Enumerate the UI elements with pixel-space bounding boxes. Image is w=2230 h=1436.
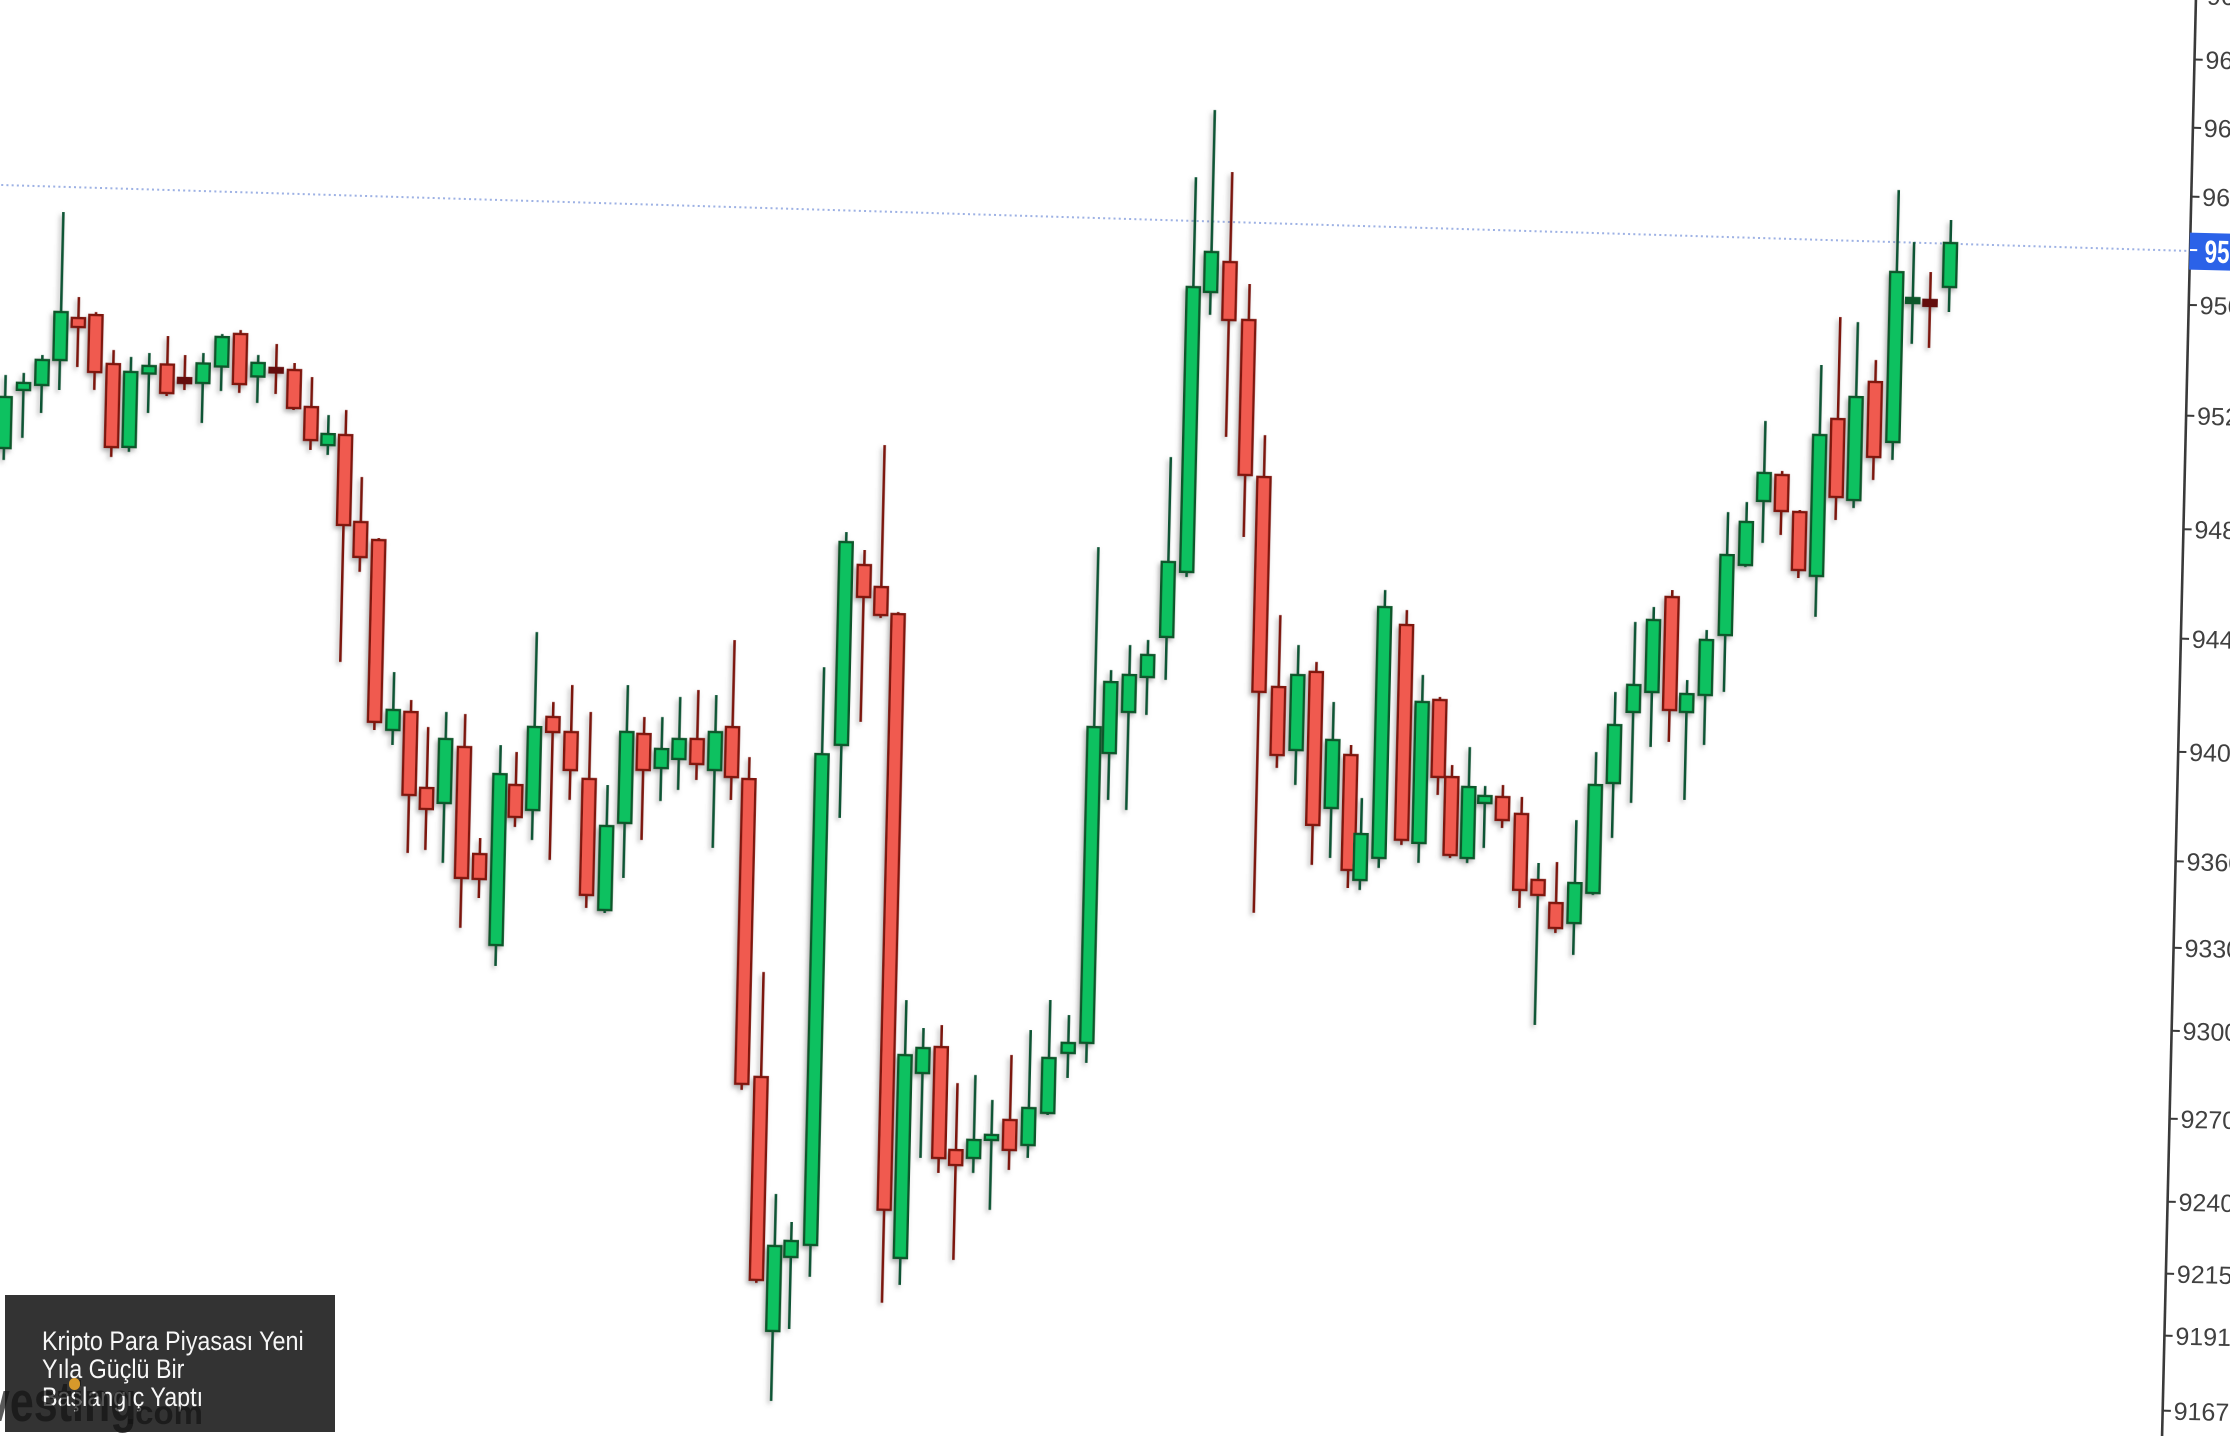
svg-text:9191: 9191 <box>2175 1323 2230 1352</box>
svg-text:9215: 9215 <box>2177 1261 2230 1290</box>
svg-text:9660: 9660 <box>2204 115 2230 144</box>
svg-text:9300: 9300 <box>2182 1018 2230 1047</box>
svg-text:9330: 9330 <box>2184 935 2230 964</box>
svg-text:9560: 9560 <box>2204 234 2230 271</box>
svg-text:9520: 9520 <box>2197 403 2230 432</box>
svg-text:9640: 9640 <box>2202 184 2230 213</box>
svg-text:9360: 9360 <box>2186 848 2230 877</box>
svg-text:9680: 9680 <box>2205 47 2230 76</box>
svg-text:9240: 9240 <box>2178 1189 2230 1218</box>
svg-text:9480: 9480 <box>2194 516 2230 545</box>
svg-text:9440: 9440 <box>2192 626 2230 655</box>
svg-text:9400: 9400 <box>2189 739 2230 768</box>
svg-text:9167: 9167 <box>2173 1398 2229 1427</box>
svg-text:9270: 9270 <box>2180 1106 2230 1135</box>
svg-text:9690: 9690 <box>2207 0 2230 12</box>
svg-text:9560: 9560 <box>2199 292 2230 321</box>
